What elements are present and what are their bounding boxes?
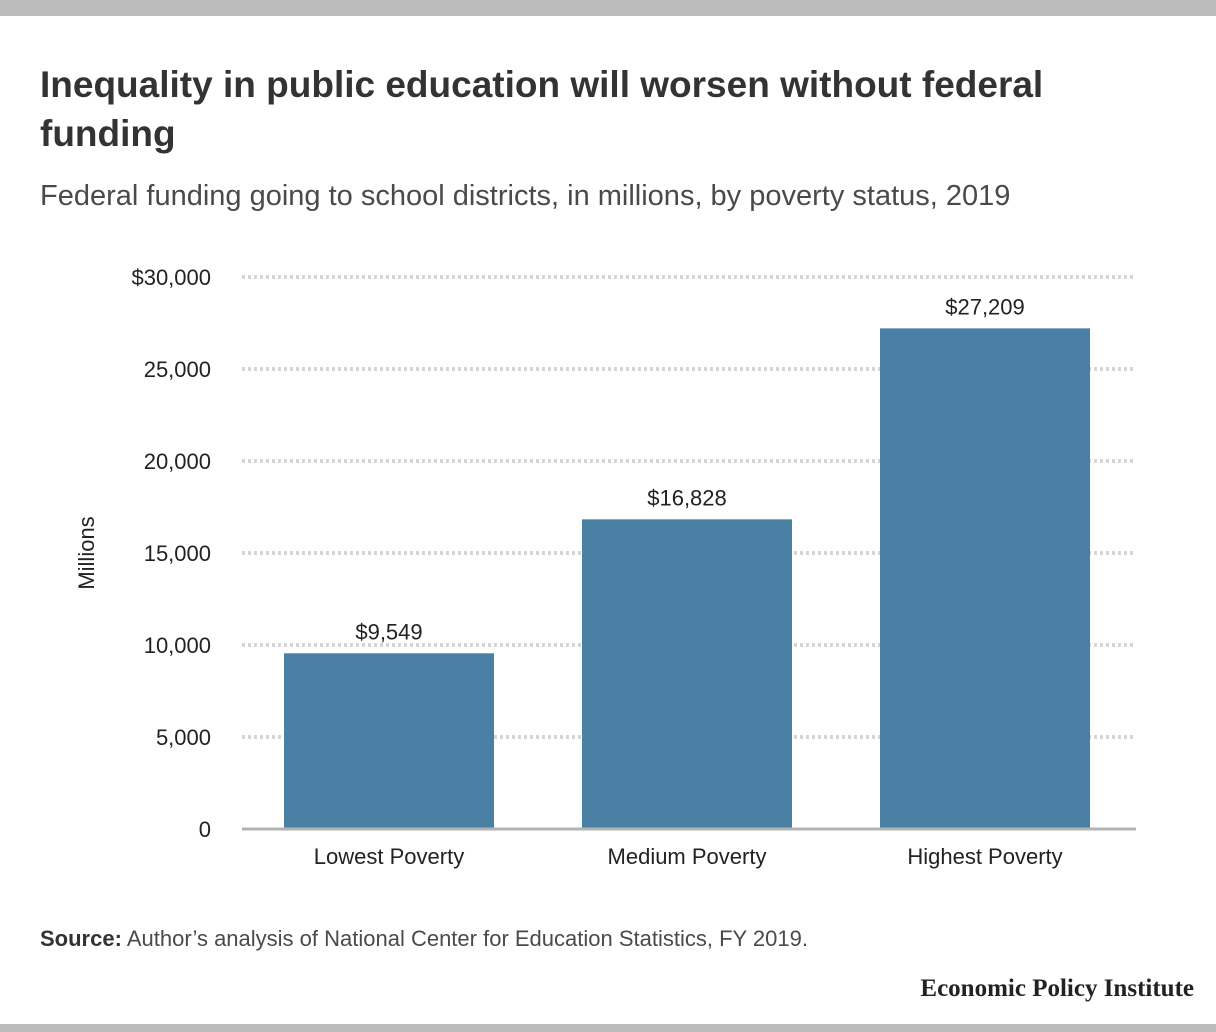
y-tick-labels: 0 5,000 10,000 15,000 20,000 25,000 $30,000 bbox=[131, 265, 211, 842]
bars bbox=[284, 328, 1090, 829]
chart-subtitle: Federal funding going to school district… bbox=[40, 180, 1011, 212]
y-tick-label: 20,000 bbox=[144, 449, 211, 474]
value-labels: $9,549 $16,828 $27,209 bbox=[355, 294, 1024, 644]
source-note: Source: Author’s analysis of National Ce… bbox=[40, 926, 808, 952]
bottom-border bbox=[0, 1024, 1216, 1032]
chart-title: Inequality in public education will wors… bbox=[40, 64, 1044, 154]
top-border bbox=[0, 0, 1216, 16]
bar-value-label: $9,549 bbox=[355, 619, 422, 644]
y-tick-label: 5,000 bbox=[156, 725, 211, 750]
category-label: Lowest Poverty bbox=[314, 844, 464, 869]
y-tick-label: 25,000 bbox=[144, 357, 211, 382]
epi-logo: Economic Policy Institute bbox=[920, 975, 1194, 1002]
bar-chart: 0 5,000 10,000 15,000 20,000 25,000 $30,000 $9… bbox=[74, 265, 1136, 869]
category-label: Highest Poverty bbox=[907, 844, 1062, 869]
bar bbox=[284, 653, 494, 829]
y-tick-label: 15,000 bbox=[144, 541, 211, 566]
y-tick-label: $30,000 bbox=[131, 265, 211, 290]
source-label: Source: bbox=[40, 926, 122, 951]
y-axis-title: Millions bbox=[74, 516, 99, 589]
bar-value-label: $27,209 bbox=[945, 294, 1025, 319]
bar-value-label: $16,828 bbox=[647, 485, 727, 510]
y-tick-label: 10,000 bbox=[144, 633, 211, 658]
y-tick-label: 0 bbox=[199, 817, 211, 842]
bar bbox=[582, 519, 792, 829]
category-label: Medium Poverty bbox=[608, 844, 767, 869]
bar bbox=[880, 328, 1090, 829]
category-labels: Lowest Poverty Medium Poverty Highest Pove… bbox=[314, 844, 1063, 869]
source-text: Author’s analysis of National Center for… bbox=[126, 926, 808, 951]
